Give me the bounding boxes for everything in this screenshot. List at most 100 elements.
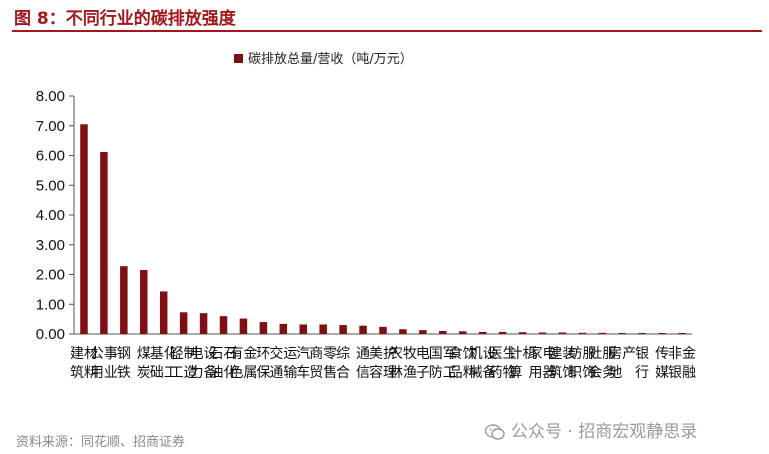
x-tick-char: 房 xyxy=(608,346,622,362)
x-tick-char: 材 xyxy=(84,346,98,362)
figure-title: 图 8：不同行业的碳排放强度 xyxy=(14,9,236,29)
x-tick-char: 零 xyxy=(323,346,337,362)
x-tick-char: 贸 xyxy=(309,365,323,381)
x-tick-char: 力 xyxy=(190,365,204,381)
x-tick-char: 轻 xyxy=(170,346,184,362)
x-tick-char: 备 xyxy=(483,364,497,381)
x-tick-label: 计算机 xyxy=(509,346,537,381)
x-tick-char: 农 xyxy=(389,346,403,362)
bar xyxy=(179,312,188,334)
x-tick-char: 属 xyxy=(243,365,257,381)
y-axis: 0.00 1.00 2.00 3.00 4.00 5.00 6.00 7.00 8.00 xyxy=(36,88,692,343)
x-tick-char: 器 xyxy=(542,365,556,381)
x-tick-char: 煤 xyxy=(137,346,151,362)
bar xyxy=(399,329,407,334)
bar xyxy=(379,326,387,334)
x-tick-char: 设 xyxy=(204,346,218,362)
bar xyxy=(558,332,567,334)
bar xyxy=(439,331,447,334)
x-tick-char: 车 xyxy=(296,364,310,381)
x-tick-char: 保 xyxy=(256,365,270,381)
x-tick-char: 建 xyxy=(548,346,562,362)
x-tick-char: 容 xyxy=(369,364,383,381)
x-tick-char: 输 xyxy=(283,365,297,381)
bar xyxy=(419,330,427,334)
bar xyxy=(259,322,268,334)
x-tick-char: 工 xyxy=(164,365,178,381)
x-tick-char: 会 xyxy=(588,365,602,381)
x-tick-char: 合 xyxy=(336,365,350,381)
x-tick-char: 融 xyxy=(682,365,696,381)
x-tick-char: 交 xyxy=(269,345,283,362)
x-tick-char: 备 xyxy=(204,364,218,381)
bar-chart: 碳排放总量/营收（吨/万元） 0.00 1.00 2.00 3.00 4.00 5.00 6… xyxy=(36,52,696,381)
x-tick-char: 料 xyxy=(463,365,477,381)
x-tick-char: 建 xyxy=(70,346,84,362)
bar xyxy=(140,270,148,334)
x-tick-char: 有 xyxy=(229,346,243,362)
x-tick-char: 国 xyxy=(429,346,443,362)
title-divider xyxy=(12,30,762,32)
x-tick-char: 汽 xyxy=(296,346,310,362)
x-tick-char: 药 xyxy=(489,365,503,381)
x-tick-char: 石 xyxy=(210,346,224,362)
x-tick-char: 环 xyxy=(256,346,270,362)
x-tick-label: 综合 xyxy=(336,346,350,381)
legend-swatch xyxy=(234,54,243,63)
x-tick-char: 用 xyxy=(90,365,104,381)
x-tick-char: 织 xyxy=(568,365,582,381)
x-tick-char: 银 xyxy=(668,365,682,381)
x-tick-char: 油 xyxy=(210,365,224,381)
x-tick-char: 炭 xyxy=(137,365,151,381)
x-tick-char: 筑 xyxy=(548,365,562,381)
bar xyxy=(319,324,327,334)
bar xyxy=(120,266,128,334)
bar xyxy=(478,331,487,334)
bar xyxy=(658,333,666,334)
bar xyxy=(618,333,626,334)
bar xyxy=(578,332,587,334)
x-tick-char: 理 xyxy=(383,365,397,381)
x-tick-char: 料 xyxy=(84,365,98,381)
watermark: 公众号 · 招商宏观静思录 xyxy=(485,417,697,442)
x-tick-label: 钢铁 xyxy=(117,346,131,381)
x-tick-label: 通信 xyxy=(356,346,370,381)
x-tick-char: 信 xyxy=(356,365,370,381)
y-tick-label: 5.00 xyxy=(36,177,65,194)
x-tick-char: 算 xyxy=(509,365,523,381)
bar xyxy=(159,291,168,334)
bar xyxy=(199,313,208,334)
y-tick-label: 6.00 xyxy=(36,148,65,165)
x-tick-char: 钢 xyxy=(117,346,131,362)
x-tick-char: 用 xyxy=(528,365,542,381)
x-tick-char: 服 xyxy=(602,346,616,362)
bars-group xyxy=(80,124,686,334)
x-tick-char: 美 xyxy=(369,346,383,362)
x-tick-char: 础 xyxy=(150,365,164,381)
bar xyxy=(518,332,527,334)
x-tick-char: 非 xyxy=(668,346,682,362)
x-tick-char: 筑 xyxy=(70,365,84,381)
bar xyxy=(339,325,347,334)
x-tick-char: 生 xyxy=(503,346,517,362)
x-tick-char: 机 xyxy=(523,346,537,362)
x-tick-char: 行 xyxy=(635,365,649,381)
bar xyxy=(239,318,248,334)
x-tick-char: 银 xyxy=(635,346,649,362)
x-axis-labels: 建筑材料公用事业钢铁煤炭基础化工轻工制造电力设备石油石化有色金属环保交通运输汽车… xyxy=(70,345,696,381)
bar xyxy=(279,323,288,334)
x-tick-char: 渔 xyxy=(403,365,417,381)
